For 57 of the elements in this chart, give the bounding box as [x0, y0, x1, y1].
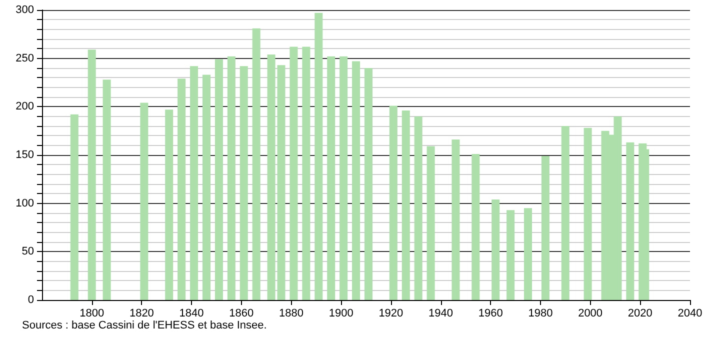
y-tick-label: 0 — [28, 294, 34, 306]
bar — [277, 65, 286, 300]
x-tick-label: 2020 — [628, 308, 652, 320]
x-tick-label: 1860 — [229, 308, 254, 320]
bar — [414, 116, 422, 300]
x-tick-label: 1920 — [378, 308, 404, 320]
bar — [614, 116, 622, 300]
x-tick-label: 1960 — [478, 308, 503, 320]
x-tick-label: 2040 — [678, 308, 702, 320]
bar — [426, 146, 435, 300]
bar — [340, 56, 348, 300]
bar — [402, 110, 410, 300]
x-tick-label: 1820 — [129, 308, 154, 320]
bar — [472, 154, 480, 300]
x-tick-label: 1800 — [80, 308, 104, 320]
bar — [214, 59, 223, 300]
bar — [327, 56, 336, 300]
bar — [290, 46, 298, 300]
bar — [102, 80, 111, 300]
bar — [452, 140, 460, 300]
x-tick-label: 1840 — [179, 308, 204, 320]
x-tick-label: 1900 — [328, 308, 354, 320]
bar — [140, 102, 148, 300]
bar — [267, 54, 276, 300]
bar — [364, 68, 372, 300]
x-tick-label: 2000 — [578, 308, 603, 320]
y-tick-label: 250 — [16, 52, 34, 64]
bar — [524, 208, 532, 300]
bar — [314, 12, 323, 300]
y-tick-label: 150 — [16, 149, 34, 161]
bar — [352, 61, 360, 300]
bar — [165, 110, 174, 300]
bar — [638, 143, 647, 300]
y-tick-label: 50 — [22, 246, 34, 258]
bar — [506, 210, 515, 300]
bar — [202, 74, 210, 300]
bar — [626, 142, 634, 300]
bar — [389, 106, 398, 300]
bar — [492, 199, 500, 300]
bar — [252, 28, 260, 300]
source-note: Sources : base Cassini de l'EHESS et base Insee. — [22, 320, 267, 332]
bar — [88, 50, 96, 300]
bar — [240, 66, 248, 300]
bar — [190, 66, 198, 300]
y-tick-label: 200 — [16, 100, 34, 113]
y-tick-label: 100 — [16, 197, 34, 210]
x-tick-label: 1880 — [278, 308, 304, 320]
bar — [227, 56, 236, 300]
bar — [302, 46, 310, 300]
bar — [541, 156, 550, 300]
x-tick-label: 1980 — [528, 308, 553, 320]
bar — [584, 128, 592, 300]
bar — [70, 114, 78, 300]
bar — [561, 126, 570, 300]
y-tick-label: 300 — [16, 4, 34, 16]
x-tick-label: 1940 — [428, 308, 454, 320]
bar — [178, 78, 186, 300]
